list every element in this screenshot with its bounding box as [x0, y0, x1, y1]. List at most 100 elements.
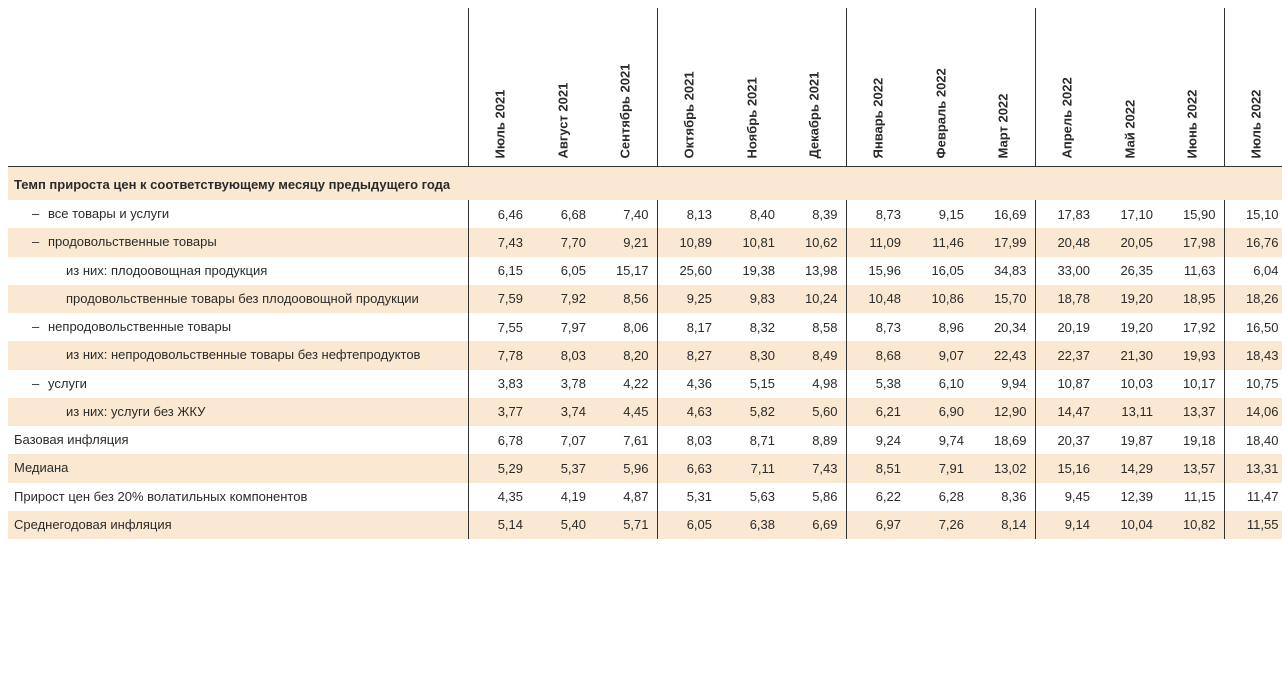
cell-value: 4,98	[783, 370, 846, 398]
month-label: Март 2022	[996, 143, 1011, 159]
cell-value: 5,38	[846, 370, 909, 398]
cell-value: 5,37	[531, 454, 594, 482]
cell-value: 15,96	[846, 257, 909, 285]
row-label-text: все товары и услуги	[48, 206, 458, 222]
cell-value: 7,40	[594, 200, 657, 228]
cell-value: 6,90	[909, 398, 972, 426]
cell-value: 7,92	[531, 285, 594, 313]
cell-value: 8,14	[972, 511, 1035, 539]
cell-value: 4,63	[657, 398, 720, 426]
cell-value: 10,17	[1161, 370, 1224, 398]
cell-value: 3,77	[468, 398, 531, 426]
cell-value: 7,78	[468, 341, 531, 369]
cell-value: 17,83	[1035, 200, 1098, 228]
col-header: Июль 2021	[468, 8, 531, 167]
row-label: –услуги	[8, 370, 468, 398]
dash-icon: –	[32, 319, 48, 335]
cell-value: 9,45	[1035, 483, 1098, 511]
cell-value: 20,19	[1035, 313, 1098, 341]
cell-value: 8,40	[720, 200, 783, 228]
cell-value: 8,68	[846, 341, 909, 369]
col-header: Июнь 2022	[1161, 8, 1224, 167]
cell-value: 4,35	[468, 483, 531, 511]
cell-value: 17,99	[972, 228, 1035, 256]
cell-value: 6,46	[468, 200, 531, 228]
cell-value: 8,96	[909, 313, 972, 341]
col-header: Февраль 2022	[909, 8, 972, 167]
cell-value: 7,91	[909, 454, 972, 482]
row-label: Базовая инфляция	[8, 426, 468, 454]
row-label-text: Базовая инфляция	[14, 432, 129, 448]
row-label-text: Среднегодовая инфляция	[14, 517, 172, 533]
cell-value: 9,83	[720, 285, 783, 313]
cell-value: 8,27	[657, 341, 720, 369]
col-header: Январь 2022	[846, 8, 909, 167]
cell-value: 7,26	[909, 511, 972, 539]
cell-value: 8,13	[657, 200, 720, 228]
cell-value: 5,31	[657, 483, 720, 511]
month-label: Июль 2021	[492, 143, 507, 159]
row-label: Среднегодовая инфляция	[8, 511, 468, 539]
cell-value: 18,43	[1224, 341, 1282, 369]
cell-value: 18,26	[1224, 285, 1282, 313]
cell-value: 12,90	[972, 398, 1035, 426]
table-row: –продовольственные товары7,437,709,2110,…	[8, 228, 1282, 256]
row-label-text: продовольственные товары без плодоовощно…	[14, 291, 419, 307]
table-row: продовольственные товары без плодоовощно…	[8, 285, 1282, 313]
cell-value: 21,30	[1098, 341, 1161, 369]
cell-value: 6,69	[783, 511, 846, 539]
cell-value: 17,92	[1161, 313, 1224, 341]
row-label-text: непродовольственные товары	[48, 319, 458, 335]
table-row: –непродовольственные товары7,557,978,068…	[8, 313, 1282, 341]
col-header: Октябрь 2021	[657, 8, 720, 167]
cell-value: 9,07	[909, 341, 972, 369]
cell-value: 10,62	[783, 228, 846, 256]
cell-value: 9,74	[909, 426, 972, 454]
dash-icon: –	[32, 234, 48, 250]
cell-value: 17,10	[1098, 200, 1161, 228]
cell-value: 8,73	[846, 313, 909, 341]
cell-value: 16,05	[909, 257, 972, 285]
section-title: Темп прироста цен к соответствующему мес…	[8, 167, 1282, 201]
cell-value: 10,87	[1035, 370, 1098, 398]
cell-value: 8,32	[720, 313, 783, 341]
cell-value: 10,04	[1098, 511, 1161, 539]
cell-value: 7,43	[468, 228, 531, 256]
cell-value: 10,03	[1098, 370, 1161, 398]
table-row: из них: услуги без ЖКУ3,773,744,454,635,…	[8, 398, 1282, 426]
cell-value: 5,29	[468, 454, 531, 482]
table-row: Прирост цен без 20% волатильных компонен…	[8, 483, 1282, 511]
cell-value: 8,20	[594, 341, 657, 369]
dash-icon: –	[32, 376, 48, 392]
cell-value: 19,20	[1098, 285, 1161, 313]
cell-value: 3,74	[531, 398, 594, 426]
cell-value: 19,38	[720, 257, 783, 285]
cell-value: 6,05	[531, 257, 594, 285]
cell-value: 25,60	[657, 257, 720, 285]
cell-value: 8,03	[657, 426, 720, 454]
cell-value: 34,83	[972, 257, 1035, 285]
cell-value: 11,55	[1224, 511, 1282, 539]
cell-value: 9,25	[657, 285, 720, 313]
cell-value: 5,96	[594, 454, 657, 482]
cell-value: 15,17	[594, 257, 657, 285]
month-label: Сентябрь 2021	[618, 143, 633, 159]
inflation-table: Июль 2021 Август 2021 Сентябрь 2021 Октя…	[8, 8, 1282, 539]
cell-value: 9,21	[594, 228, 657, 256]
cell-value: 11,46	[909, 228, 972, 256]
col-header: Май 2022	[1098, 8, 1161, 167]
cell-value: 8,89	[783, 426, 846, 454]
month-label: Январь 2022	[870, 143, 885, 159]
col-header: Декабрь 2021	[783, 8, 846, 167]
cell-value: 17,98	[1161, 228, 1224, 256]
cell-value: 7,70	[531, 228, 594, 256]
cell-value: 6,22	[846, 483, 909, 511]
col-header: Сентябрь 2021	[594, 8, 657, 167]
row-label: из них: плодоовощная продукция	[8, 257, 468, 285]
cell-value: 8,51	[846, 454, 909, 482]
cell-value: 7,61	[594, 426, 657, 454]
cell-value: 8,06	[594, 313, 657, 341]
cell-value: 6,04	[1224, 257, 1282, 285]
cell-value: 5,86	[783, 483, 846, 511]
cell-value: 4,36	[657, 370, 720, 398]
